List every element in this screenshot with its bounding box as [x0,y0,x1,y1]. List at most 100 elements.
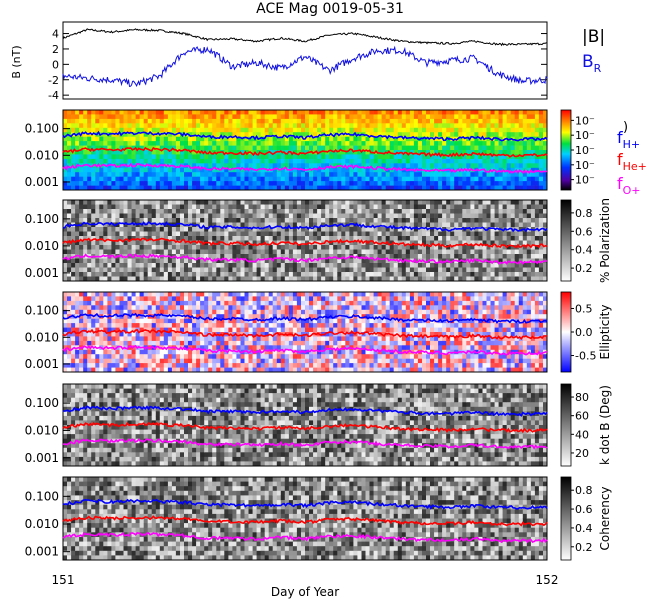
heatmap-cell [87,145,92,151]
heatmap-cell [91,110,96,115]
heatmap-cell [430,276,435,282]
heatmap-cell [147,132,153,137]
heatmap-cell [522,276,528,282]
heatmap-cell [232,132,237,137]
heatmap-cell [361,254,366,259]
heatmap-cell [87,110,92,115]
heatmap-cell [171,158,177,164]
heatmap-cell [131,118,136,124]
heatmap-cell [260,145,265,151]
colorbar [560,109,572,191]
heatmap-cell [232,267,237,273]
heatmap-cell [329,118,334,124]
heatmap-cell [337,276,342,282]
heatmap-cell [196,110,201,115]
heatmap-cell [325,123,330,129]
heatmap-cell [159,245,165,250]
heatmap-cell [296,200,302,205]
heatmap-cell [309,163,314,169]
heatmap-cell [393,200,399,205]
heatmap-cell [434,163,439,169]
heatmap-cell [438,127,443,133]
heatmap-cell [502,176,507,182]
heatmap-cell [409,204,415,210]
heatmap-cell [147,296,153,302]
heatmap-cell [385,267,391,273]
heatmap-cell [450,110,455,115]
heatmap-cell [167,332,173,337]
heatmap-cell [345,267,350,273]
heatmap-cell [466,218,471,223]
heatmap-cell [417,181,423,186]
heatmap-cell [248,204,253,210]
heatmap-cell [442,245,447,250]
heatmap-cell [482,185,487,191]
heatmap-cell [131,358,136,364]
heatmap-cell [111,258,116,264]
heatmap-cell [167,249,173,255]
heatmap-cell [389,222,395,228]
heatmap-cell [135,176,140,182]
heatmap-cell [171,367,177,373]
heatmap-cell [345,245,350,250]
heatmap-cell [530,231,536,237]
heatmap-cell [369,254,374,259]
heatmap-cell [115,218,120,223]
heatmap-cell [365,154,370,160]
heatmap-cell [518,185,524,191]
heatmap-cell [228,110,233,115]
heatmap-cell [317,209,322,214]
heatmap-cell [430,110,435,115]
heatmap-cell [482,150,487,155]
heatmap-cell [405,136,411,142]
heatmap-cell [240,200,245,205]
heatmap-cell [288,163,294,169]
heatmap-cell [526,267,532,273]
heatmap-cell [119,236,124,241]
heatmap-cell [188,181,193,186]
heatmap-cell [180,150,185,155]
heatmap-cell [417,141,423,146]
heatmap-cell [284,276,290,282]
heatmap-cell [63,272,68,277]
heatmap-cell [204,267,209,273]
heatmap-cell [159,349,165,355]
heatmap-cell [159,167,165,173]
heatmap-cell [530,181,536,186]
heatmap-cell [192,363,197,368]
heatmap-cell [212,172,217,177]
heatmap-cell [163,123,169,129]
heatmap-cell [115,150,120,155]
heatmap-cell [502,127,507,133]
heatmap-cell [192,176,197,182]
heatmap-cell [389,276,395,282]
heatmap-cell [196,145,201,151]
heatmap-cell [345,167,350,173]
heatmap-cell [321,254,326,259]
heatmap-cell [325,136,330,142]
heatmap-cell [543,236,548,241]
heatmap-cell [147,110,153,115]
heatmap-cell [95,145,100,151]
heatmap-cell [377,222,382,228]
heatmap-cell [159,231,165,237]
heatmap-cell [426,263,431,268]
heatmap-cell [272,272,278,277]
heatmap-cell [188,236,193,241]
heatmap-cell [296,222,302,228]
heatmap-cell [305,231,310,237]
heatmap-cell [301,272,306,277]
heatmap-cell [159,132,165,137]
heatmap-cell [498,167,503,173]
heatmap-cell [474,272,479,277]
heatmap-cell [159,200,165,205]
heatmap-cell [99,185,104,191]
heatmap-cell [236,132,241,137]
heatmap-cell [131,240,136,246]
heatmap-cell [393,213,399,219]
heatmap-cell [196,114,201,120]
heatmap-cell [200,185,205,191]
heatmap-cell [83,318,88,324]
heatmap-cell [361,231,366,237]
heatmap-cell [147,258,153,264]
